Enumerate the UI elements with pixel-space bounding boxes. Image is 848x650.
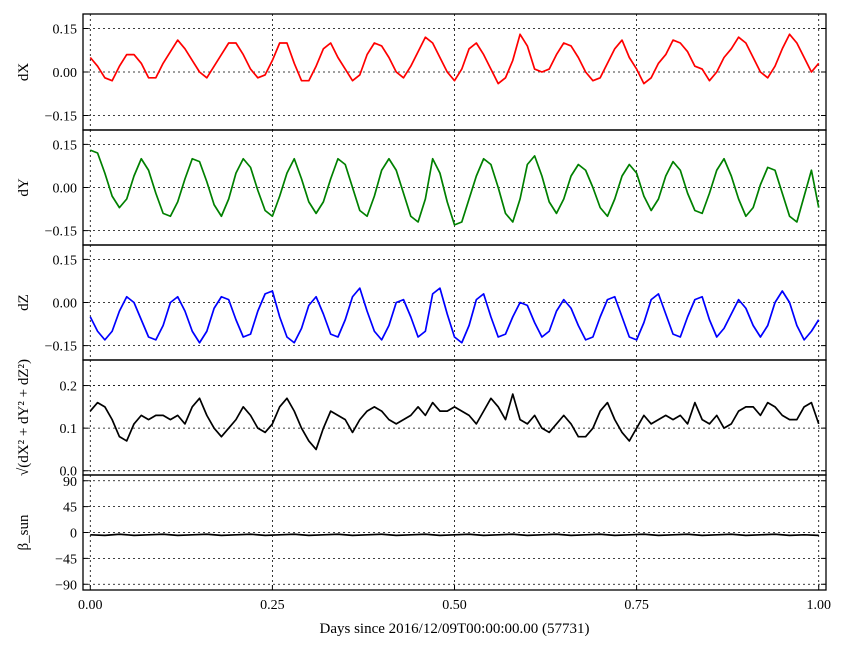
series-line-panel-0 [89,33,820,85]
x-tick-label: 0.00 [78,598,103,613]
y-tick-label: 0.00 [53,66,78,81]
series-line-panel-3 [89,393,820,451]
series-line-panel-1 [89,149,820,226]
y-tick-label: 0.00 [53,297,78,312]
y-tick-label: 0.15 [53,253,78,268]
y-axis-title: √(dX² + dY² + dZ²) [16,359,32,476]
y-tick-label: 0.15 [53,23,78,38]
x-tick-label: 0.75 [624,598,649,613]
y-tick-label: 0.2 [60,380,78,395]
x-tick-label: 0.25 [260,598,285,613]
panel-2: −0.15 0.00 0.15 dZ [16,244,827,361]
series-line-panel-4 [90,533,819,537]
x-axis-title: Days since 2016/12/09T00:00:00.00 (57731… [320,621,590,637]
y-tick-label: −0.15 [45,225,77,240]
panel-0: −0.15 0.00 0.15 dX [16,13,827,131]
y-axis-title: β_sun [16,514,32,550]
y-axis-title: dY [16,178,32,197]
y-tick-label: 0.00 [53,182,78,197]
y-axis-title: dX [16,63,32,82]
y-tick-label: −45 [55,552,77,567]
y-tick-label: −0.15 [45,110,77,125]
panel-4: −90 −45 0 45 90 β_sun 0.00 0.25 0.50 0.75 1.00 Days… [16,474,831,637]
y-tick-label: 0 [70,527,77,542]
y-tick-label: 90 [63,475,77,490]
series-line-panel-2 [89,287,820,344]
panel-1: −0.15 0.00 0.15 dY [16,129,827,246]
y-tick-label: −90 [55,578,77,593]
x-tick-label: 1.00 [806,598,831,613]
panel-3: 0.0 0.1 0.2 √(dX² + dY² + dZ²) [16,359,827,480]
y-tick-label: 0.0 [60,465,78,480]
y-tick-label: −0.15 [45,340,77,355]
y-axis-title: dZ [16,294,32,311]
y-tick-label: 0.1 [60,422,78,437]
y-tick-label: 0.15 [53,138,78,153]
x-tick-label: 0.50 [442,598,467,613]
y-tick-label: 45 [63,501,77,516]
